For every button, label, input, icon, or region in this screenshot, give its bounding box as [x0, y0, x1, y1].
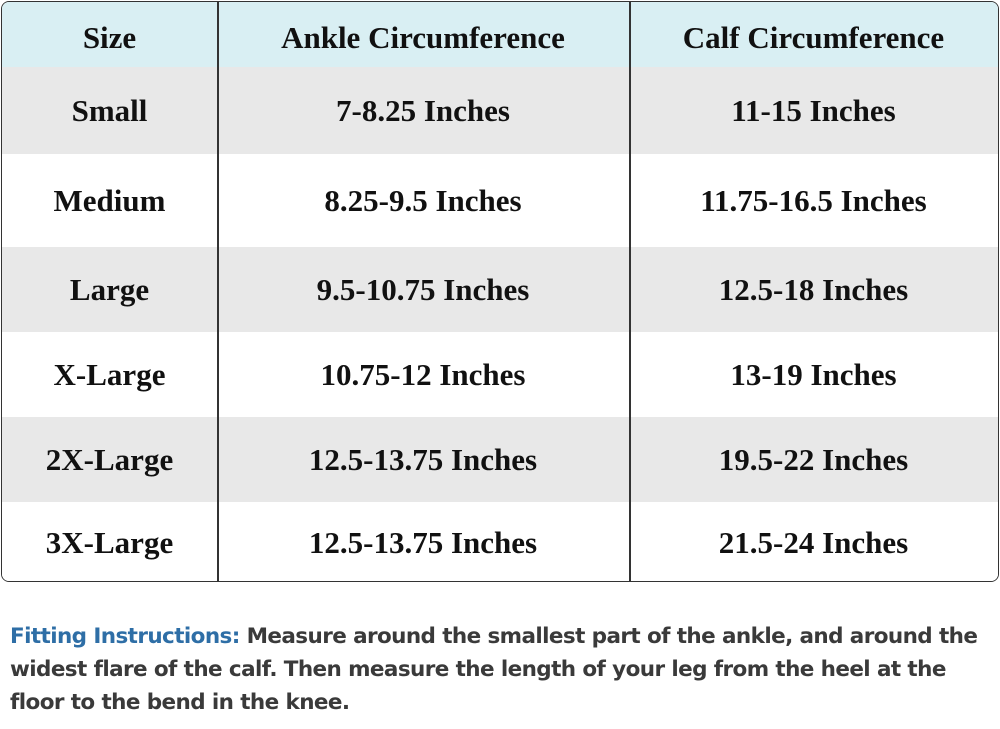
instructions-text: Measure around the smallest part of the … — [10, 624, 978, 715]
table-cell: 11-15 Inches — [731, 92, 896, 128]
table-row: Small 7-8.25 Inches 11-15 Inches — [2, 67, 998, 154]
table-cell: 7-8.25 Inches — [336, 92, 510, 128]
table-cell: 3X-Large — [45, 525, 174, 560]
table-row: Large 9.5-10.75 Inches 12.5-18 Inches — [2, 247, 998, 332]
table-cell: 21.5-24 Inches — [718, 525, 909, 560]
table-row: 3X-Large 12.5-13.75 Inches 21.5-24 Inches — [2, 502, 998, 581]
table-row: Medium 8.25-9.5 Inches 11.75-16.5 Inches — [2, 154, 998, 247]
table-cell: 12.5-18 Inches — [718, 271, 909, 307]
fitting-instructions: Fitting Instructions: Measure around the… — [10, 620, 995, 719]
table-cell: 12.5-13.75 Inches — [308, 525, 538, 560]
table-cell: 12.5-13.75 Inches — [308, 441, 538, 477]
table-cell: 2X-Large — [45, 441, 174, 477]
table-cell: 10.75-12 Inches — [320, 356, 526, 392]
table-cell: 9.5-10.75 Inches — [316, 271, 530, 307]
size-table: Size Ankle Circumference Calf Circumferenc… — [1, 1, 999, 582]
table-cell: Large — [69, 271, 150, 307]
table-cell: 11.75-16.5 Inches — [700, 182, 927, 218]
table-cell: X-Large — [53, 356, 166, 392]
header-cell: Size — [82, 19, 137, 55]
header-cell: Calf Circumference — [682, 19, 945, 55]
header-cell: Ankle Circumference — [281, 19, 565, 55]
column-divider — [217, 2, 219, 581]
table-cell: 13-19 Inches — [730, 356, 897, 392]
table-cell: 8.25-9.5 Inches — [324, 182, 522, 218]
table-row: X-Large 10.75-12 Inches 13-19 Inches — [2, 332, 998, 417]
table-cell: Medium — [53, 182, 166, 218]
header-row: Size Ankle Circumference Calf Circumferenc… — [2, 2, 998, 67]
table-cell: Small — [71, 92, 148, 128]
column-divider — [629, 2, 631, 581]
table-cell: 19.5-22 Inches — [718, 441, 909, 477]
table-row: 2X-Large 12.5-13.75 Inches 19.5-22 Inches — [2, 417, 998, 502]
instructions-label: Fitting Instructions: — [10, 624, 240, 649]
